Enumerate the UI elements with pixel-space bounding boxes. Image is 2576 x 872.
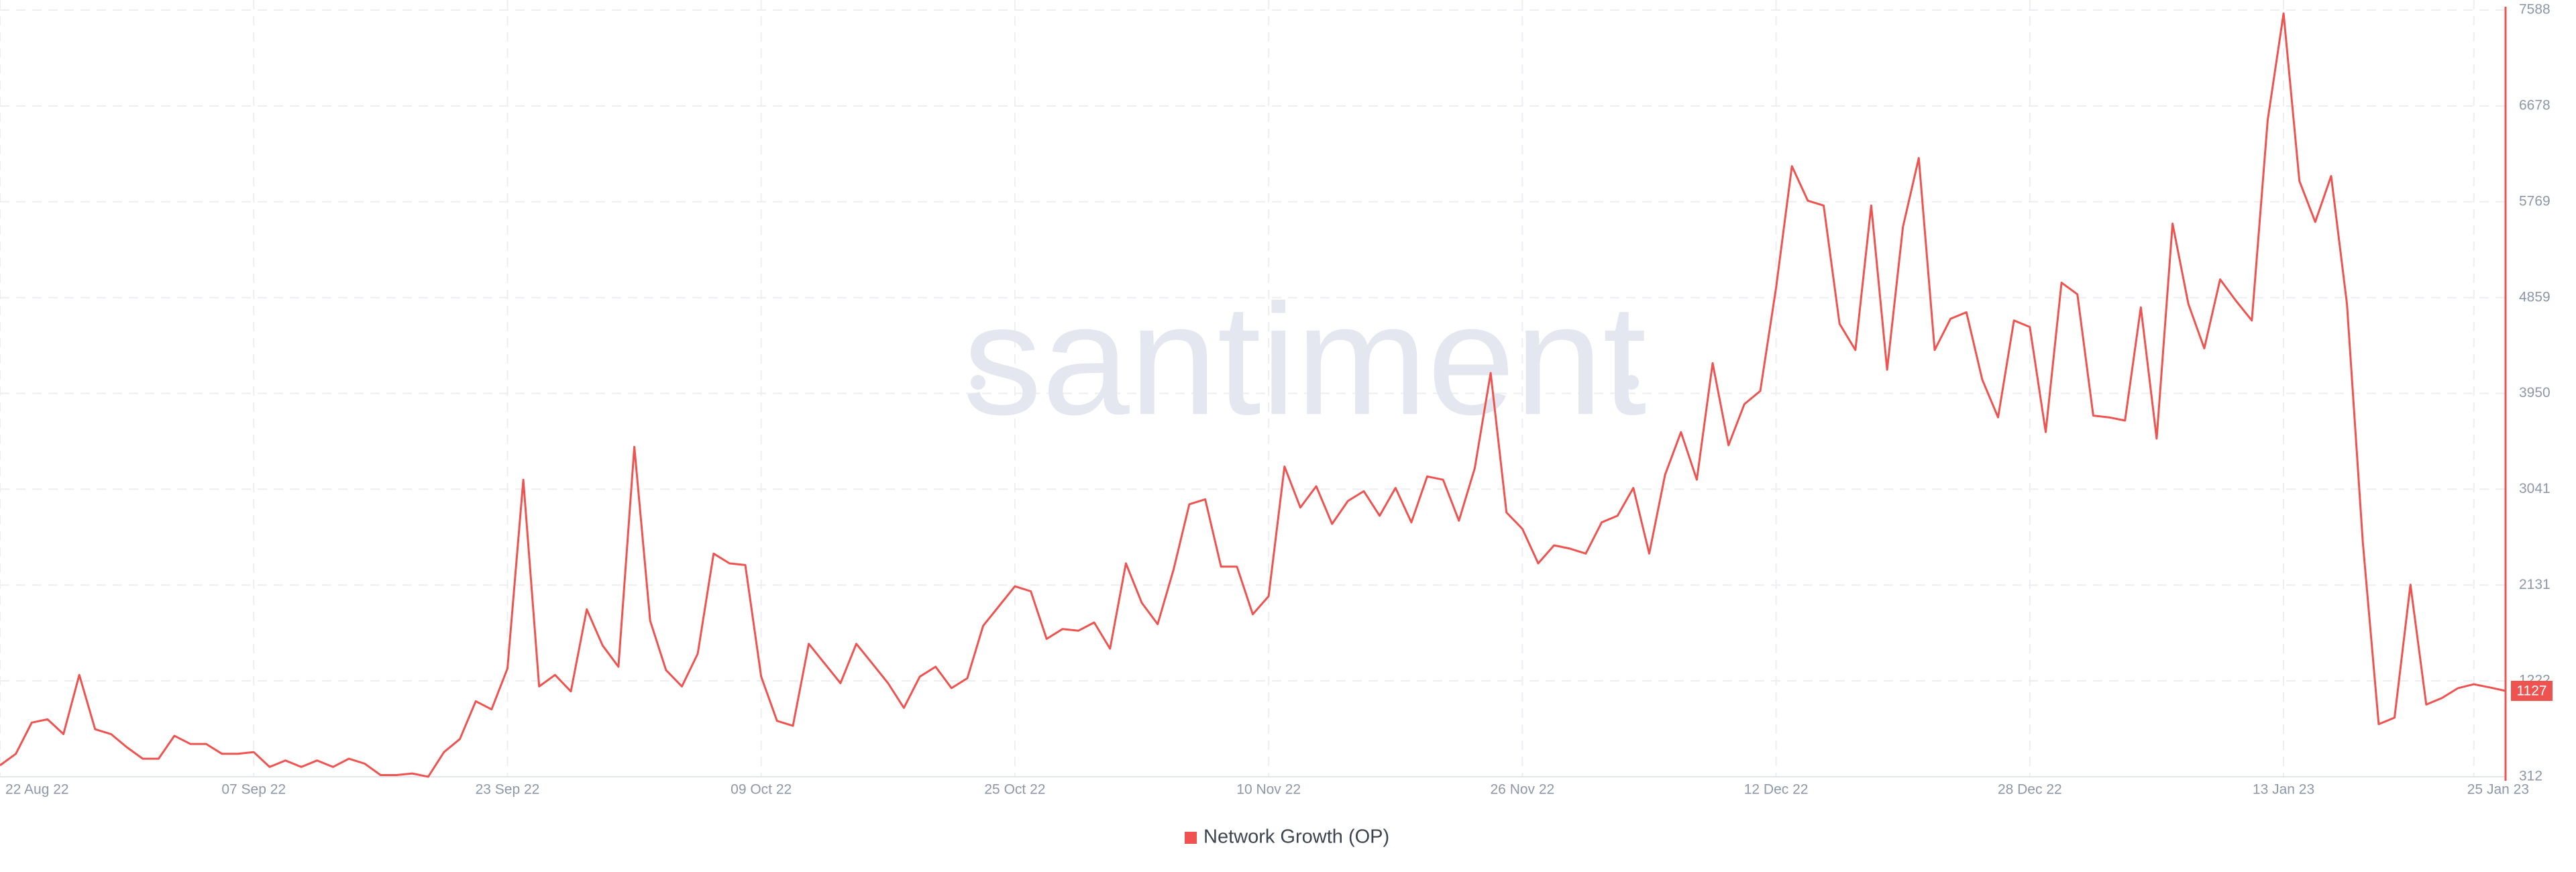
y-tick-label: 3950 — [2519, 385, 2551, 400]
x-tick-label: 13 Jan 23 — [2253, 782, 2314, 798]
x-tick-label: 25 Jan 23 — [2467, 782, 2529, 798]
watermark: santiment — [963, 271, 1647, 447]
grid — [0, 0, 2506, 777]
y-tick-label: 312 — [2519, 769, 2542, 784]
y-tick-label: 7588 — [2519, 2, 2551, 17]
current-value-badge — [2511, 680, 2553, 701]
legend-label: Network Growth (OP) — [1203, 826, 1389, 848]
y-tick-label: 3041 — [2519, 481, 2551, 496]
x-tick-label: 22 Aug 22 — [5, 782, 69, 798]
x-tick-label: 26 Nov 22 — [1491, 782, 1555, 798]
current-value-label: 1127 — [2516, 684, 2546, 699]
watermark-dot — [971, 375, 985, 390]
y-tick-label: 4859 — [2519, 289, 2551, 305]
y-tick-label: 2131 — [2519, 577, 2551, 592]
line-series — [0, 12, 2506, 778]
x-tick-label: 25 Oct 22 — [984, 782, 1045, 798]
watermark-dot — [1624, 375, 1639, 390]
x-tick-label: 23 Sep 22 — [476, 782, 540, 798]
legend-swatch — [1185, 832, 1197, 844]
x-tick-label: 09 Oct 22 — [731, 782, 792, 798]
x-tick-label: 07 Sep 22 — [221, 782, 286, 798]
x-tick-label: 10 Nov 22 — [1236, 782, 1301, 798]
y-tick-label: 6678 — [2519, 98, 2551, 113]
x-tick-label: 12 Dec 22 — [1744, 782, 1809, 798]
x-tick-label: 28 Dec 22 — [1998, 782, 2062, 798]
y-tick-label: 5769 — [2519, 193, 2551, 209]
